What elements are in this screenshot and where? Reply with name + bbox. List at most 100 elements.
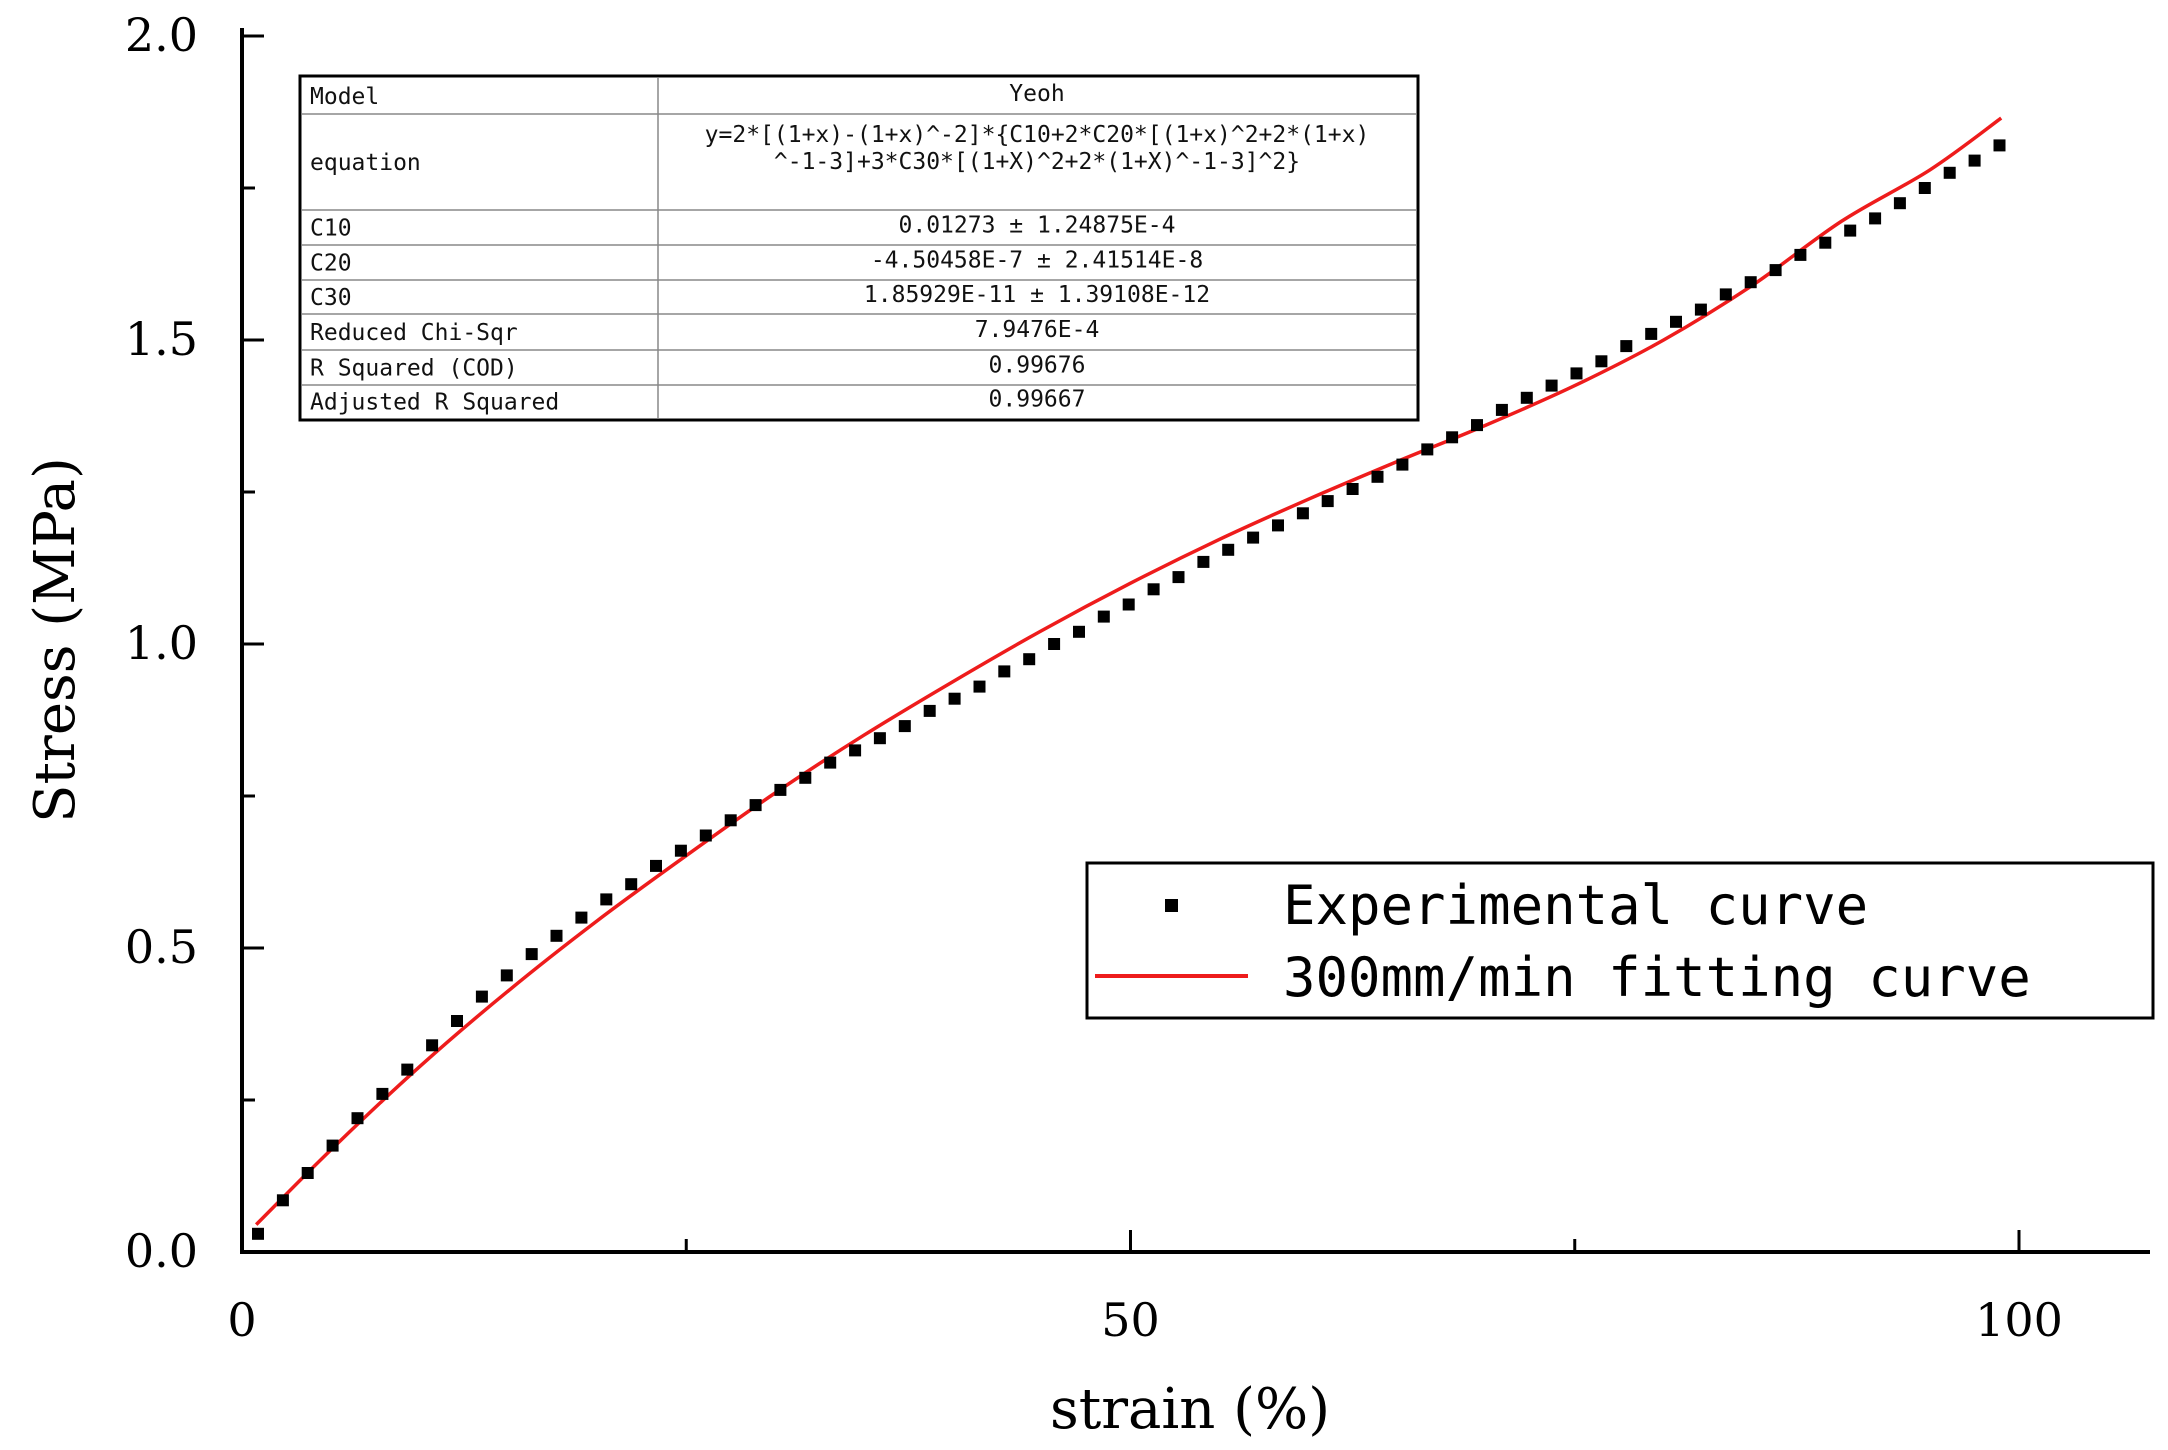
legend: Experimental curve 300mm/min fitting cur… xyxy=(1085,861,2155,1020)
fit-table-label: C10 xyxy=(310,216,352,242)
legend-marker-experimental xyxy=(1165,899,1178,912)
experimental-point xyxy=(600,893,613,906)
experimental-point xyxy=(426,1039,439,1052)
experimental-point xyxy=(873,732,886,745)
experimental-point xyxy=(376,1087,389,1100)
fit-table-label: R Squared (COD) xyxy=(310,356,518,382)
experimental-point xyxy=(326,1139,339,1152)
experimental-point xyxy=(724,814,737,827)
experimental-point xyxy=(1048,638,1061,650)
experimental-point xyxy=(1570,367,1583,380)
experimental-point xyxy=(699,829,712,842)
experimental-point xyxy=(1222,543,1235,556)
experimental-point xyxy=(1147,583,1160,596)
experimental-point xyxy=(1645,327,1658,340)
experimental-point xyxy=(849,744,862,757)
experimental-point xyxy=(1073,625,1085,638)
experimental-point xyxy=(1346,483,1359,495)
experimental-point xyxy=(1446,431,1459,444)
experimental-point xyxy=(1247,531,1260,544)
experimental-point xyxy=(525,948,538,961)
experimental-point xyxy=(1321,495,1334,508)
fit-table-label: Adjusted R Squared xyxy=(310,390,559,416)
experimental-point xyxy=(1968,154,1981,167)
legend-label-fitting: 300mm/min fitting curve xyxy=(1283,946,2031,1009)
experimental-point xyxy=(1172,571,1185,584)
experimental-point xyxy=(1023,653,1036,666)
fitting-curve-line xyxy=(254,116,2003,1226)
experimental-point xyxy=(1122,598,1135,611)
y-tick-label: 0.0 xyxy=(125,1224,198,1278)
experimental-point xyxy=(451,1015,463,1027)
y-axis-title: Stress (MPa) xyxy=(23,457,88,823)
experimental-point xyxy=(674,844,687,857)
fitting-curve-series xyxy=(254,116,2003,1226)
experimental-point xyxy=(923,704,936,717)
fit-table-label: C20 xyxy=(310,251,352,277)
fit-table-label: Model xyxy=(310,84,379,110)
experimental-point xyxy=(1819,236,1832,249)
legend-label-experimental: Experimental curve xyxy=(1283,874,1868,937)
experimental-point xyxy=(475,990,488,1003)
fit-table-label: Reduced Chi-Sqr xyxy=(310,320,518,346)
experimental-point xyxy=(1943,166,1956,179)
experimental-point xyxy=(1520,391,1533,404)
experimental-point xyxy=(824,756,837,769)
experimental-point xyxy=(1545,379,1558,392)
experimental-series xyxy=(252,139,2006,1240)
x-tick-label: 50 xyxy=(1101,1293,1160,1347)
x-tick-label: 100 xyxy=(1975,1293,2063,1347)
experimental-point xyxy=(1272,519,1284,532)
experimental-point xyxy=(1794,248,1807,261)
experimental-point xyxy=(998,665,1011,678)
fit-table-border xyxy=(298,74,1420,422)
fit-table-value: 1.85929E-11 ± 1.39108E-12 xyxy=(864,282,1210,308)
fit-table-value: -4.50458E-7 ± 2.41514E-8 xyxy=(871,248,1203,274)
experimental-point xyxy=(1719,288,1732,301)
fit-table-value-line2: ^-1-3]+3*C30*[(1+X)^2+2*(1+X)^-1-3]^2} xyxy=(774,149,1300,175)
y-tick-label: 1.0 xyxy=(125,616,198,670)
fit-table-label: C30 xyxy=(310,285,352,311)
fit-table-value: 0.99667 xyxy=(989,387,1086,413)
experimental-point xyxy=(1993,139,2006,152)
legend-box xyxy=(1085,861,2155,1020)
experimental-point xyxy=(799,771,812,784)
y-tick-label: 0.5 xyxy=(125,920,198,974)
experimental-point xyxy=(1371,470,1384,483)
experimental-point xyxy=(276,1194,289,1207)
experimental-point xyxy=(1844,224,1857,237)
experimental-point xyxy=(252,1227,264,1240)
fit-results-table: Model Yeoh equation y=2*[(1+x)-(1+x)^-2]*{C… xyxy=(298,74,1420,422)
experimental-point xyxy=(1097,610,1110,623)
fit-table-label: equation xyxy=(310,150,421,176)
fit-table-value: Yeoh xyxy=(1009,81,1064,107)
experimental-point xyxy=(1670,315,1682,328)
experimental-point xyxy=(774,783,787,796)
experimental-point xyxy=(1396,458,1409,471)
y-tick-label: 1.5 xyxy=(125,312,198,366)
experimental-point xyxy=(401,1063,414,1076)
experimental-point xyxy=(1296,507,1309,520)
experimental-point xyxy=(1769,264,1782,277)
experimental-point xyxy=(749,799,762,812)
experimental-point xyxy=(1620,340,1633,353)
experimental-point xyxy=(1421,443,1434,456)
experimental-point xyxy=(973,680,986,693)
experimental-point xyxy=(1869,212,1882,225)
experimental-point xyxy=(1893,197,1906,210)
experimental-point xyxy=(550,929,563,942)
y-ticks: 0.0 0.5 1.0 1.5 2.0 xyxy=(125,8,264,1278)
experimental-point xyxy=(948,692,961,705)
fit-table-value: 0.99676 xyxy=(989,353,1086,379)
experimental-point xyxy=(575,911,588,924)
experimental-point xyxy=(898,720,911,733)
x-ticks: 0 50 100 xyxy=(227,1230,2063,1347)
experimental-point xyxy=(500,969,513,982)
experimental-point xyxy=(1595,355,1608,368)
experimental-point xyxy=(301,1167,314,1179)
experimental-point xyxy=(351,1112,364,1125)
experimental-point xyxy=(650,859,662,872)
fit-table-value: y=2*[(1+x)-(1+x)^-2]*{C10+2*C20*[(1+x)^2… xyxy=(705,122,1370,148)
experimental-point xyxy=(1694,303,1707,316)
